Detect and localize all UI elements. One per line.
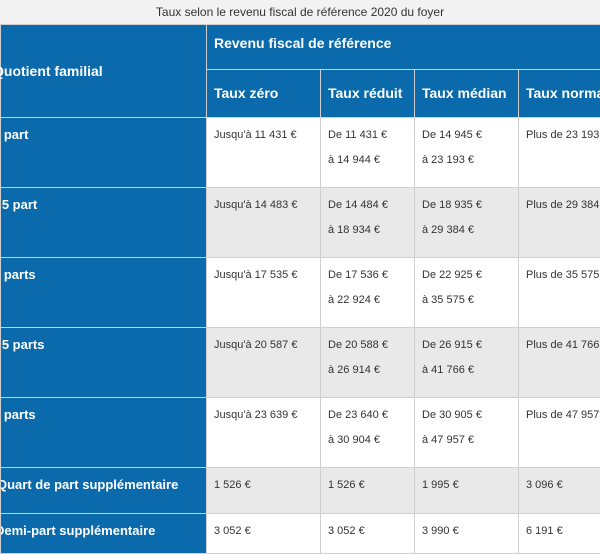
rate-cell-text: Jusqu'à 17 535 € [214, 269, 320, 281]
row-label-cell: 3 parts [1, 398, 207, 468]
rate-cell: Plus de 47 957 € [519, 398, 600, 468]
rate-cell: Jusqu'à 20 587 € [207, 328, 321, 398]
rate-cell-text: à 23 193 € [422, 154, 518, 166]
rate-cell-text: à 35 575 € [422, 294, 518, 306]
quotient-familial-header-label: Quotient familial [0, 63, 103, 79]
rate-cell: 3 096 € [519, 468, 600, 514]
rate-cell: De 17 536 € à 22 924 € [321, 258, 415, 328]
column-header-taux-reduit: Taux réduit [321, 70, 415, 118]
table-row: 2 parts Jusqu'à 17 535 € De 17 536 € à 22 9… [1, 258, 600, 328]
rate-cell-text: à 26 914 € [328, 364, 414, 376]
rate-cell: De 20 588 € à 26 914 € [321, 328, 415, 398]
rate-cell-text: Plus de 29 384 € [526, 199, 600, 211]
table-row: 1 part Jusqu'à 11 431 € De 11 431 € à 14 94… [1, 118, 600, 188]
rate-cell-text: 3 052 € [328, 525, 414, 537]
rate-cell: De 22 925 € à 35 575 € [415, 258, 519, 328]
rate-cell-text: à 18 934 € [328, 224, 414, 236]
rate-cell-text: De 26 915 € [422, 339, 518, 351]
rate-cell-text: De 20 588 € [328, 339, 414, 351]
rate-cell-text: De 14 484 € [328, 199, 414, 211]
column-header-taux-zero: Taux zéro [207, 70, 321, 118]
rate-cell: Jusqu'à 14 483 € [207, 188, 321, 258]
rate-cell: 3 052 € [321, 514, 415, 554]
table-row: Demi-part supplémentaire 3 052 € 3 052 € 3 … [1, 514, 600, 554]
rate-cell-text: à 41 766 € [422, 364, 518, 376]
row-label-cell: 1,5 part [1, 188, 207, 258]
rate-cell: De 14 484 € à 18 934 € [321, 188, 415, 258]
rate-cell-text: à 22 924 € [328, 294, 414, 306]
rate-cell: 3 052 € [207, 514, 321, 554]
row-label: 1 part [1, 127, 29, 142]
rate-cell: 3 990 € [415, 514, 519, 554]
quotient-familial-header: Quotient familial [1, 25, 207, 118]
row-label: 2,5 parts [1, 337, 45, 352]
rate-cell-text: 3 052 € [214, 525, 320, 537]
rate-cell-text: 3 990 € [422, 525, 518, 537]
rate-cell-text: Plus de 35 575 € [526, 269, 600, 281]
rate-cell: De 26 915 € à 41 766 € [415, 328, 519, 398]
table-row: Quart de part supplémentaire 1 526 € 1 526… [1, 468, 600, 514]
row-label: 3 parts [1, 407, 36, 422]
rate-cell-text: De 14 945 € [422, 129, 518, 141]
rate-cell-text: 1 995 € [422, 479, 518, 491]
row-label: 1,5 part [1, 197, 38, 212]
rate-cell-text: Jusqu'à 23 639 € [214, 409, 320, 421]
rate-cell-text: à 14 944 € [328, 154, 414, 166]
rate-cell: Jusqu'à 23 639 € [207, 398, 321, 468]
rate-cell-text: Plus de 41 766 € [526, 339, 600, 351]
rate-cell-text: De 30 905 € [422, 409, 518, 421]
column-header-taux-median: Taux médian [415, 70, 519, 118]
row-label-cell: 1 part [1, 118, 207, 188]
rate-cell: 6 191 € [519, 514, 600, 554]
row-label-cell: Quart de part supplémentaire [1, 468, 207, 514]
row-label: Demi-part supplémentaire [1, 523, 156, 538]
revenu-fiscal-header: Revenu fiscal de référence [207, 25, 600, 70]
row-label-cell: 2 parts [1, 258, 207, 328]
rate-cell-text: De 17 536 € [328, 269, 414, 281]
row-label-cell: 2,5 parts [1, 328, 207, 398]
rate-cell-text: De 23 640 € [328, 409, 414, 421]
rate-cell-text: 6 191 € [526, 525, 600, 537]
rate-cell-text: De 22 925 € [422, 269, 518, 281]
rate-cell: Plus de 35 575 € [519, 258, 600, 328]
row-label-cell: Demi-part supplémentaire [1, 514, 207, 554]
tax-rate-table: Quotient familial Revenu fiscal de référ… [0, 24, 600, 554]
rate-cell-text: 1 526 € [214, 479, 320, 491]
rate-cell: Plus de 41 766 € [519, 328, 600, 398]
rate-cell: 1 526 € [207, 468, 321, 514]
rate-cell-text: 3 096 € [526, 479, 600, 491]
rate-cell-text: De 18 935 € [422, 199, 518, 211]
table-row: 3 parts Jusqu'à 23 639 € De 23 640 € à 30 9… [1, 398, 600, 468]
rate-cell-text: 1 526 € [328, 479, 414, 491]
rate-cell: De 11 431 € à 14 944 € [321, 118, 415, 188]
rate-cell: De 14 945 € à 23 193 € [415, 118, 519, 188]
rate-cell: 1 526 € [321, 468, 415, 514]
row-label: 2 parts [1, 267, 36, 282]
rate-cell-text: à 47 957 € [422, 434, 518, 446]
rate-cell-text: Plus de 47 957 € [526, 409, 600, 421]
table-row: 2,5 parts Jusqu'à 20 587 € De 20 588 € à 26… [1, 328, 600, 398]
rate-cell: 1 995 € [415, 468, 519, 514]
rate-cell: Jusqu'à 11 431 € [207, 118, 321, 188]
rate-cell-text: Jusqu'à 11 431 € [214, 129, 320, 141]
rate-cell-text: à 30 904 € [328, 434, 414, 446]
row-label: Quart de part supplémentaire [1, 477, 179, 492]
table-caption: Taux selon le revenu fiscal de référence… [0, 0, 600, 24]
rate-cell-text: Plus de 23 193 € [526, 129, 600, 141]
rate-cell: De 30 905 € à 47 957 € [415, 398, 519, 468]
rate-cell-text: Jusqu'à 20 587 € [214, 339, 320, 351]
rate-cell-text: à 29 384 € [422, 224, 518, 236]
rate-cell: Plus de 23 193 € [519, 118, 600, 188]
rate-cell: De 18 935 € à 29 384 € [415, 188, 519, 258]
column-header-taux-normal: Taux normal [519, 70, 600, 118]
rate-cell: Jusqu'à 17 535 € [207, 258, 321, 328]
rate-cell: De 23 640 € à 30 904 € [321, 398, 415, 468]
table-row: 1,5 part Jusqu'à 14 483 € De 14 484 € à 18 … [1, 188, 600, 258]
rate-cell-text: De 11 431 € [328, 129, 414, 141]
rate-cell-text: Jusqu'à 14 483 € [214, 199, 320, 211]
rate-cell: Plus de 29 384 € [519, 188, 600, 258]
